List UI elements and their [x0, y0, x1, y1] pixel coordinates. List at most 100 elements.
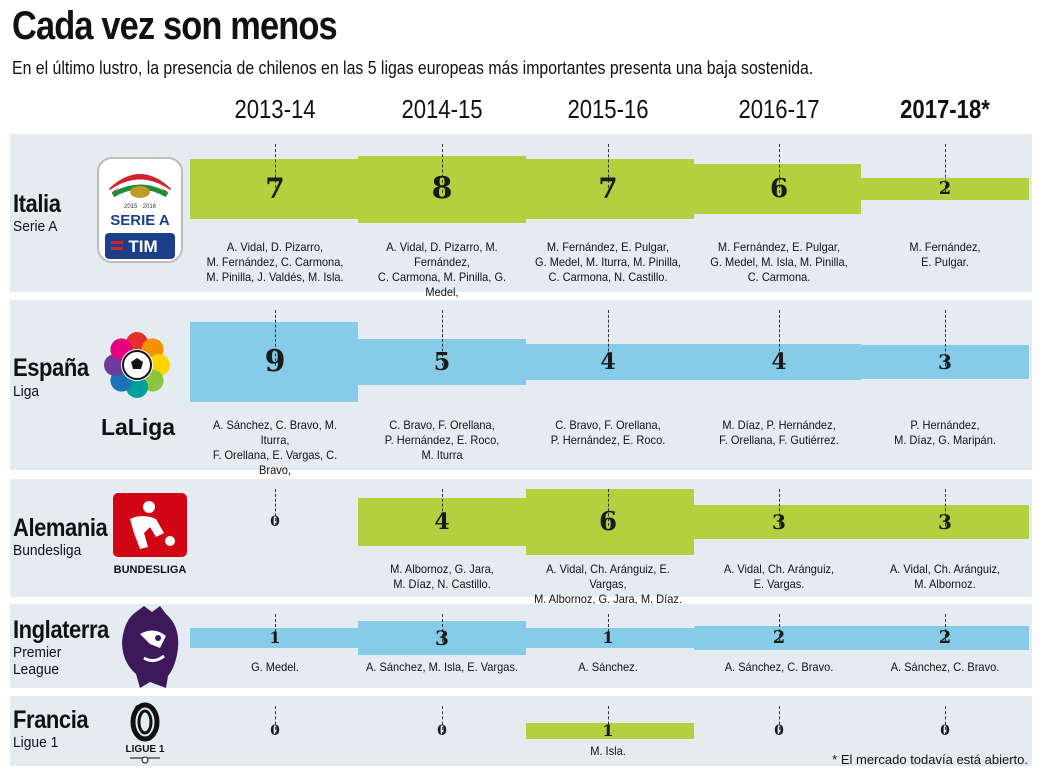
player-names: A. Vidal, Ch. Aránguiz, E. Vargas, M. Alb… — [531, 562, 686, 607]
player-names: P. Hernández, M. Díaz, G. Maripán. — [868, 418, 1023, 448]
count-band — [526, 344, 694, 380]
player-names: M. Isla. — [531, 744, 686, 759]
country-label: Francia — [13, 706, 89, 734]
player-line: M. Díaz, G. Maripán. — [894, 433, 996, 447]
count-band — [190, 628, 358, 648]
count-value: 4 — [600, 349, 616, 375]
ligue1-text: LIGUE 1 — [126, 744, 165, 755]
player-line: M. Díaz, P. Hernández, — [722, 418, 836, 432]
count-value: 0 — [774, 723, 784, 739]
count-band — [526, 489, 694, 555]
player-names: M. Fernández, E. Pulgar, G. Medel, M. Itu… — [531, 240, 686, 285]
column-guide — [442, 706, 443, 735]
column-guide — [945, 144, 946, 193]
country-label: España — [13, 354, 89, 382]
column-guide — [608, 614, 609, 642]
column-guide — [779, 310, 780, 366]
season-label: 2017-18* — [900, 94, 990, 124]
player-names: C. Bravo, F. Orellana, P. Hernández, E. R… — [365, 418, 520, 463]
column-guide — [779, 706, 780, 735]
page-subtitle: En el último lustro, la presencia de chi… — [12, 58, 814, 78]
count-band — [526, 628, 694, 648]
count-band — [526, 159, 694, 219]
column-guide — [779, 489, 780, 526]
league-label: Liga — [13, 383, 40, 400]
column-guide — [945, 489, 946, 526]
footnote: * El mercado todavía está abierto. — [832, 752, 1028, 767]
player-names: M. Díaz, P. Hernández, F. Orellana, F. Gu… — [702, 418, 857, 448]
player-line: A. Sánchez. — [578, 660, 638, 674]
count-band — [694, 164, 861, 214]
player-line: A. Vidal, Ch. Aránguiz, E. Vargas, — [546, 562, 670, 591]
count-value: 6 — [598, 507, 618, 537]
player-line: M. Albornoz, G. Jara, — [390, 562, 494, 576]
player-line: M. Fernández, E. Pulgar, — [717, 240, 841, 254]
count-band — [526, 723, 694, 739]
player-line: A. Vidal, Ch. Aránguiz, — [889, 562, 1001, 576]
league-label: Bundesliga — [13, 542, 82, 559]
count-band — [694, 505, 861, 539]
column-guide — [442, 144, 443, 193]
season-label: 2013-14 — [234, 94, 316, 124]
player-line: A. Sánchez, C. Bravo. — [890, 660, 1000, 674]
country-label: Alemania — [13, 514, 108, 542]
tim-text: TIM — [128, 237, 157, 256]
count-band — [694, 626, 861, 650]
player-line: M. Albornoz. — [914, 577, 976, 591]
ligue1-logo: LIGUE 1 — [118, 700, 172, 766]
count-value: 0 — [437, 723, 447, 739]
season-label: 2016-17 — [738, 94, 820, 124]
count-value: 4 — [771, 349, 787, 375]
player-line: E. Pulgar. — [921, 255, 969, 269]
column-guide — [608, 310, 609, 366]
serie-a-text: SERIE A — [110, 212, 170, 229]
column-guide — [442, 310, 443, 366]
column-guide — [945, 614, 946, 642]
count-value: 0 — [270, 723, 280, 739]
player-names: A. Sánchez, M. Isla, E. Vargas. — [365, 660, 520, 675]
column-guide — [442, 614, 443, 642]
player-line: P. Hernández, E. Roco, — [384, 433, 500, 447]
player-line: M. Pinilla, J. Valdés, M. Isla. — [206, 270, 344, 284]
count-value: 3 — [938, 350, 952, 374]
count-value: 1 — [269, 628, 281, 647]
player-line: G. Medel, M. Isla, M. Pinilla, — [710, 255, 848, 269]
column-guide — [608, 144, 609, 193]
player-line: F. Orellana, E. Vargas, C. Bravo, — [212, 448, 338, 477]
player-names: M. Fernández, E. Pulgar. — [868, 240, 1023, 270]
country-label: Italia — [13, 190, 61, 218]
player-names: M. Albornoz, G. Jara, M. Díaz, N. Castill… — [365, 562, 520, 592]
player-line: A. Sánchez, C. Bravo, M. Iturra, — [213, 418, 337, 447]
season-label: 2015-16 — [567, 94, 649, 124]
player-names: G. Medel. — [198, 660, 353, 675]
bundesliga-text: BUNDESLIGA — [114, 564, 187, 576]
player-line: F. Orellana, F. Gutiérrez. — [719, 433, 839, 447]
league-label: Serie A — [13, 218, 58, 235]
player-line: A. Sánchez, M. Isla, E. Vargas. — [366, 660, 518, 674]
count-value: 4 — [434, 509, 450, 535]
count-value: 9 — [264, 344, 286, 379]
player-line: P. Hernández, — [910, 418, 980, 432]
premier-league-logo — [114, 604, 186, 690]
player-names: A. Vidal, Ch. Aránguiz, E. Vargas. — [702, 562, 857, 592]
player-names: M. Fernández, E. Pulgar, G. Medel, M. Isl… — [702, 240, 857, 285]
count-value: 1 — [602, 628, 614, 647]
column-guide — [275, 144, 276, 193]
count-value: 2 — [938, 627, 952, 648]
column-guide — [275, 310, 276, 366]
laliga-logo: LaLiga — [92, 325, 184, 440]
player-line: C. Carmona, M. Pinilla, G. Medel, — [377, 270, 507, 299]
count-value: 1 — [602, 721, 614, 740]
league-panel — [10, 300, 1032, 470]
count-band — [190, 322, 358, 402]
count-band — [190, 159, 358, 219]
player-line: A. Vidal, D. Pizarro, — [226, 240, 324, 254]
count-value: 0 — [940, 723, 950, 739]
player-line: A. Sánchez, C. Bravo. — [724, 660, 834, 674]
league-label: Premier League — [13, 644, 62, 678]
count-value: 8 — [431, 171, 453, 206]
player-line: A. Vidal, Ch. Aránguiz, — [723, 562, 835, 576]
player-names: A. Sánchez, C. Bravo. — [702, 660, 857, 675]
player-line: G. Medel. — [251, 660, 299, 674]
column-guide — [608, 706, 609, 735]
